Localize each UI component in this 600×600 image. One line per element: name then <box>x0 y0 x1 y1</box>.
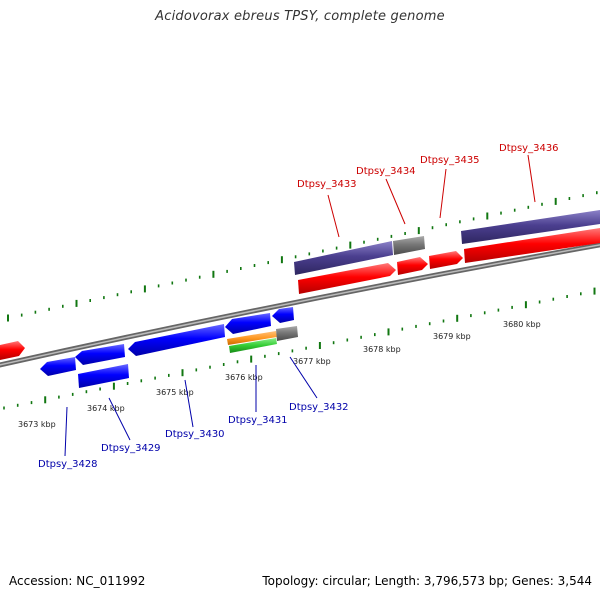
forward-gene-label[interactable]: Dtpsy_3436 <box>499 143 559 154</box>
cog-feature[interactable] <box>461 210 600 244</box>
other-features <box>227 326 298 353</box>
forward-gene-label[interactable]: Dtpsy_3435 <box>420 155 480 166</box>
forward-gene[interactable] <box>464 228 600 263</box>
label-leader-line <box>527 154 536 203</box>
reverse-gene[interactable] <box>128 324 225 356</box>
reverse-ruler-ticks <box>3 287 596 410</box>
reverse-gene-track <box>40 307 294 388</box>
ruler-label: 3673 kbp <box>18 420 56 429</box>
forward-ruler-ticks <box>7 191 598 322</box>
green-feature[interactable] <box>229 338 277 353</box>
label-leader-line <box>289 356 318 399</box>
label-leader-line <box>385 178 406 225</box>
accession-label: Accession: NC_011992 <box>9 574 146 588</box>
orange-feature[interactable] <box>227 331 277 345</box>
forward-gene-track <box>0 228 600 360</box>
label-leader-line <box>64 406 68 457</box>
label-leader-line <box>439 168 447 219</box>
forward-gene-label[interactable]: Dtpsy_3433 <box>297 179 357 190</box>
genome-stats-label: Topology: circular; Length: 3,796,573 bp… <box>262 574 592 588</box>
map-title: Acidovorax ebreus TPSY, complete genome <box>155 9 445 24</box>
forward-gene-label[interactable]: Dtpsy_3434 <box>356 166 416 177</box>
reverse-gene[interactable] <box>40 357 76 376</box>
label-leader-line <box>184 379 194 428</box>
forward-gene-labels: Dtpsy_3433 Dtpsy_3434 Dtpsy_3435 Dtpsy_3… <box>297 143 559 238</box>
ruler-label: 3675 kbp <box>156 388 194 397</box>
ruler-label: 3674 kbp <box>87 404 125 413</box>
reverse-gene[interactable] <box>225 313 271 334</box>
forward-gene[interactable] <box>298 263 396 294</box>
label-leader-line <box>327 194 340 238</box>
reverse-gene[interactable] <box>75 344 125 365</box>
reverse-gene-label[interactable]: Dtpsy_3430 <box>165 429 225 440</box>
forward-gene[interactable] <box>0 341 25 360</box>
reverse-gene[interactable] <box>272 307 294 323</box>
rna-feature[interactable] <box>393 236 425 255</box>
forward-gene[interactable] <box>429 251 463 269</box>
reverse-gene-label[interactable]: Dtpsy_3431 <box>228 415 288 426</box>
cog-track <box>294 210 600 275</box>
ruler-label: 3680 kbp <box>503 320 541 329</box>
rna-feature[interactable] <box>276 326 298 341</box>
label-leader-line <box>108 397 131 441</box>
ruler-label: 3678 kbp <box>363 345 401 354</box>
forward-gene[interactable] <box>397 257 428 275</box>
ruler-label: 3679 kbp <box>433 332 471 341</box>
cog-feature[interactable] <box>294 241 393 275</box>
reverse-gene-label[interactable]: Dtpsy_3428 <box>38 459 98 470</box>
ruler-label: 3677 kbp <box>293 357 331 366</box>
reverse-gene[interactable] <box>78 364 129 388</box>
reverse-gene-label[interactable]: Dtpsy_3432 <box>289 402 349 413</box>
ruler-label: 3676 kbp <box>225 373 263 382</box>
reverse-gene-label[interactable]: Dtpsy_3429 <box>101 443 161 454</box>
ruler-labels: 3673 kbp 3674 kbp 3675 kbp 3676 kbp 3677… <box>18 320 541 429</box>
reverse-gene-labels: Dtpsy_3428 Dtpsy_3429 Dtpsy_3430 Dtpsy_3… <box>38 356 349 470</box>
